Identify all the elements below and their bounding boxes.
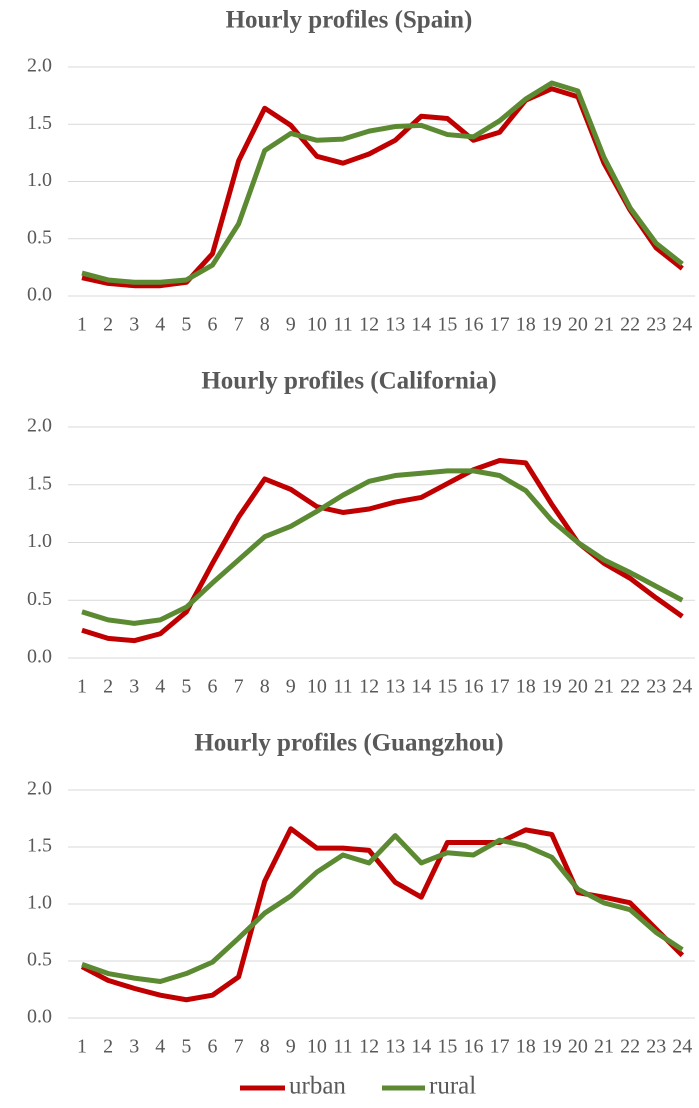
x-tick-label: 24 [672,1036,692,1058]
x-tick-label: 12 [359,676,379,698]
x-tick-label: 13 [385,676,405,698]
x-tick-label: 4 [155,314,165,336]
x-tick-label: 19 [542,676,562,698]
x-tick-label: 20 [568,1036,588,1058]
x-tick-label: 16 [464,1036,484,1058]
x-tick-label: 15 [437,314,457,336]
x-tick-label: 24 [672,314,692,336]
x-tick-label: 5 [181,676,191,698]
x-tick-label: 1 [77,1036,87,1058]
x-tick-label: 18 [516,314,536,336]
x-tick-label: 7 [234,314,244,336]
x-tick-label: 8 [260,676,270,698]
x-tick-label: 21 [594,314,614,336]
y-tick-label: 1.5 [27,835,52,857]
x-tick-label: 23 [646,676,666,698]
y-tick-label: 1.0 [27,530,52,552]
x-tick-label: 7 [234,1036,244,1058]
x-tick-label: 11 [333,1036,352,1058]
series-line [81,80,684,285]
x-tick-label: 9 [286,676,296,698]
chart-title: Hourly profiles (Guangzhou) [194,730,503,757]
x-tick-label: 10 [307,1036,327,1058]
x-tick-label: 1 [77,676,87,698]
y-tick-label: 0.0 [27,284,52,306]
legend-label: urban [289,1073,346,1100]
x-tick-label: 24 [672,676,692,698]
x-tick-label: 12 [359,1036,379,1058]
x-tick-label: 17 [490,314,510,336]
x-tick-label: 9 [286,1036,296,1058]
x-tick-label: 2 [103,1036,113,1058]
chart-title: Hourly profiles (Spain) [226,7,473,34]
y-tick-label: 2.0 [27,778,52,800]
x-tick-label: 7 [234,676,244,698]
x-tick-label: 11 [333,676,352,698]
x-tick-label: 3 [129,314,139,336]
y-tick-label: 1.0 [27,169,52,191]
x-tick-label: 10 [307,314,327,336]
x-tick-label: 16 [464,676,484,698]
x-tick-label: 20 [568,314,588,336]
x-tick-label: 16 [464,314,484,336]
x-tick-label: 22 [620,314,640,336]
x-tick-label: 22 [620,1036,640,1058]
x-tick-label: 4 [155,676,165,698]
x-tick-label: 14 [411,314,431,336]
x-tick-label: 21 [594,676,614,698]
x-tick-label: 20 [568,676,588,698]
series-line [80,826,685,1003]
x-tick-label: 19 [542,314,562,336]
x-tick-label: 13 [385,1036,405,1058]
x-tick-label: 5 [181,1036,191,1058]
x-tick-label: 12 [359,314,379,336]
x-tick-label: 15 [437,1036,457,1058]
y-tick-label: 1.5 [27,472,52,494]
x-tick-label: 2 [103,314,113,336]
x-tick-label: 10 [307,676,327,698]
legend-label: rural [429,1073,476,1100]
x-tick-label: 8 [260,1036,270,1058]
y-tick-label: 2.0 [27,55,52,77]
x-tick-label: 17 [490,1036,510,1058]
series-line [81,468,684,626]
y-tick-label: 0.5 [27,949,52,971]
y-tick-label: 0.0 [27,1006,52,1028]
x-tick-label: 1 [77,314,87,336]
x-tick-label: 21 [594,1036,614,1058]
y-tick-label: 2.0 [27,415,52,437]
x-tick-label: 17 [490,676,510,698]
x-tick-label: 13 [385,314,405,336]
series-line [81,833,684,985]
x-tick-label: 8 [260,314,270,336]
x-tick-label: 15 [437,676,457,698]
x-tick-label: 18 [516,1036,536,1058]
x-tick-label: 3 [129,1036,139,1058]
x-tick-label: 14 [411,1036,431,1058]
y-tick-label: 0.0 [27,646,52,668]
x-tick-label: 9 [286,314,296,336]
y-tick-label: 0.5 [27,588,52,610]
x-tick-label: 2 [103,676,113,698]
x-tick-label: 14 [411,676,431,698]
x-tick-label: 6 [208,1036,218,1058]
x-tick-label: 6 [208,314,218,336]
chart-title: Hourly profiles (California) [201,368,496,395]
x-tick-label: 4 [155,1036,165,1058]
x-tick-label: 23 [646,1036,666,1058]
x-tick-label: 19 [542,1036,562,1058]
series-line [81,86,684,289]
x-tick-label: 3 [129,676,139,698]
x-tick-label: 11 [333,314,352,336]
x-tick-label: 5 [181,314,191,336]
x-tick-label: 23 [646,314,666,336]
x-tick-label: 18 [516,676,536,698]
y-tick-label: 0.5 [27,226,52,248]
x-tick-label: 22 [620,676,640,698]
x-tick-label: 6 [208,676,218,698]
y-tick-label: 1.0 [27,892,52,914]
y-tick-label: 1.5 [27,112,52,134]
